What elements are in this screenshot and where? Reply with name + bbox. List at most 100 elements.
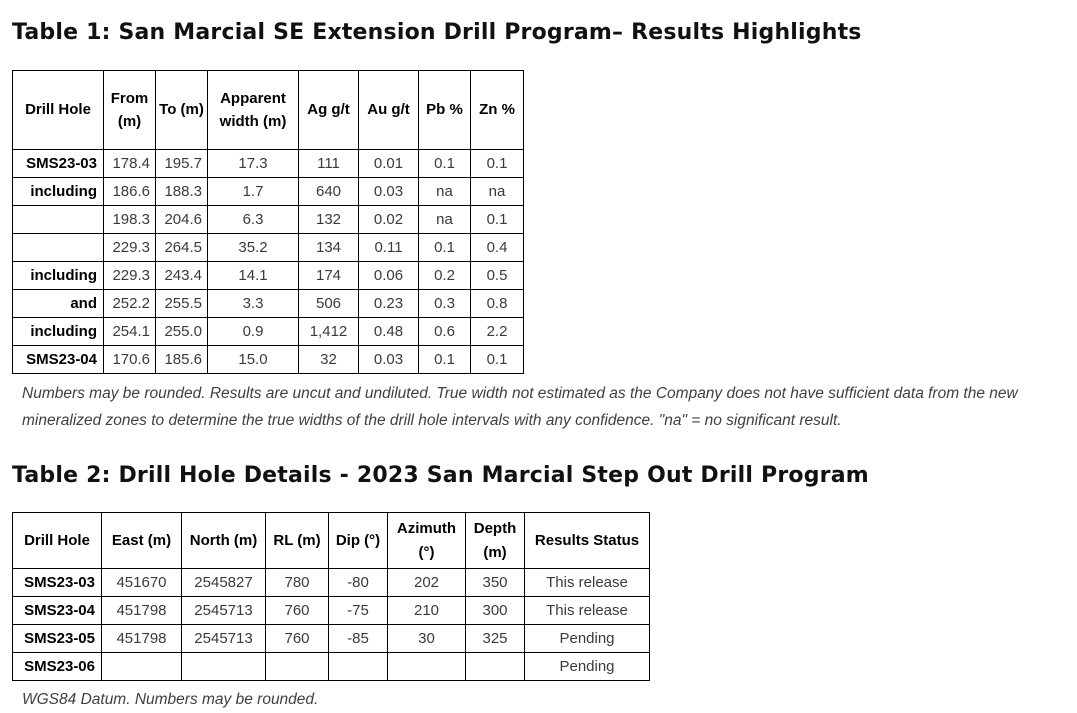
table-cell: 17.3 bbox=[207, 149, 299, 178]
table-cell: 451670 bbox=[101, 567, 182, 597]
table-cell: 35.2 bbox=[207, 233, 299, 262]
table-cell: 0.6 bbox=[418, 317, 471, 346]
column-header-east: East (m) bbox=[101, 512, 182, 569]
column-header-apparent-width: Apparent width (m) bbox=[207, 70, 299, 150]
table-row: including 186.6 188.3 1.7 640 0.03 na na bbox=[12, 177, 524, 206]
table2-title: Table 2: Drill Hole Details - 2023 San M… bbox=[12, 463, 869, 489]
table-cell: 451798 bbox=[101, 623, 182, 653]
table-cell: -85 bbox=[328, 623, 388, 653]
table1-footnote: Numbers may be rounded. Results are uncu… bbox=[22, 385, 1018, 429]
table-cell: 760 bbox=[265, 623, 329, 653]
table-cell: 0.1 bbox=[418, 233, 471, 262]
table-cell: 0.3 bbox=[418, 289, 471, 318]
column-header-drill-hole: Drill Hole bbox=[12, 512, 102, 569]
table-cell: 1,412 bbox=[298, 317, 359, 346]
table-cell: 2545713 bbox=[181, 623, 266, 653]
table-cell: 210 bbox=[387, 595, 466, 625]
table-cell: 252.2 bbox=[103, 289, 156, 318]
table-cell: SMS23-06 bbox=[12, 651, 102, 681]
table-cell: 243.4 bbox=[155, 261, 208, 290]
table-row: 229.3 264.5 35.2 134 0.11 0.1 0.4 bbox=[12, 233, 524, 262]
table2-header-row: Drill Hole East (m) North (m) RL (m) Dip… bbox=[12, 512, 650, 569]
table-cell: 15.0 bbox=[207, 345, 299, 374]
table-cell: 0.1 bbox=[470, 205, 524, 234]
column-header-pb: Pb % bbox=[418, 70, 471, 150]
table-cell: 0.9 bbox=[207, 317, 299, 346]
table-cell bbox=[101, 651, 182, 681]
column-header-azimuth: Azimuth (°) bbox=[387, 512, 466, 569]
table-cell bbox=[465, 651, 525, 681]
table-cell: 0.2 bbox=[418, 261, 471, 290]
table-cell: 186.6 bbox=[103, 177, 156, 206]
table-cell bbox=[181, 651, 266, 681]
table-cell: 32 bbox=[298, 345, 359, 374]
table-row: SMS23-03 451670 2545827 780 -80 202 350 This re… bbox=[12, 567, 650, 597]
table-cell: 134 bbox=[298, 233, 359, 262]
results-highlights-table: Drill Hole From (m) To (m) Apparent widt… bbox=[12, 70, 524, 374]
table-cell: SMS23-03 bbox=[12, 149, 104, 178]
table-cell: 640 bbox=[298, 177, 359, 206]
table-cell: SMS23-05 bbox=[12, 623, 102, 653]
table-cell: -75 bbox=[328, 595, 388, 625]
table-cell: 325 bbox=[465, 623, 525, 653]
column-header-to: To (m) bbox=[155, 70, 208, 150]
column-header-dip: Dip (°) bbox=[328, 512, 388, 569]
table-cell: 2545713 bbox=[181, 595, 266, 625]
table-cell: na bbox=[470, 177, 524, 206]
table-cell: 0.1 bbox=[418, 149, 471, 178]
table-cell: na bbox=[418, 177, 471, 206]
table-cell: 254.1 bbox=[103, 317, 156, 346]
column-header-from: From (m) bbox=[103, 70, 156, 150]
table-cell: 506 bbox=[298, 289, 359, 318]
table-cell: 264.5 bbox=[155, 233, 208, 262]
drill-hole-details-table: Drill Hole East (m) North (m) RL (m) Dip… bbox=[12, 512, 650, 681]
table-cell: 0.11 bbox=[358, 233, 419, 262]
table-cell: 202 bbox=[387, 567, 466, 597]
table-cell: including bbox=[12, 261, 104, 290]
table-cell: including bbox=[12, 317, 104, 346]
table-cell: This release bbox=[524, 567, 650, 597]
table-cell: 0.03 bbox=[358, 177, 419, 206]
table-row: SMS23-04 451798 2545713 760 -75 210 300 This re… bbox=[12, 595, 650, 625]
table-cell bbox=[328, 651, 388, 681]
table-cell: 0.8 bbox=[470, 289, 524, 318]
table-row: including 229.3 243.4 14.1 174 0.06 0.2 0.5 bbox=[12, 261, 524, 290]
table-row: and 252.2 255.5 3.3 506 0.23 0.3 0.8 bbox=[12, 289, 524, 318]
column-header-north: North (m) bbox=[181, 512, 266, 569]
table-cell bbox=[12, 233, 104, 262]
table-row: including 254.1 255.0 0.9 1,412 0.48 0.6 2.2 bbox=[12, 317, 524, 346]
table-cell: 0.02 bbox=[358, 205, 419, 234]
table2-body: SMS23-03 451670 2545827 780 -80 202 350 This re… bbox=[12, 567, 650, 681]
table-cell: This release bbox=[524, 595, 650, 625]
table-cell: 0.03 bbox=[358, 345, 419, 374]
table-cell: Pending bbox=[524, 623, 650, 653]
table-cell: 0.06 bbox=[358, 261, 419, 290]
table-cell: 195.7 bbox=[155, 149, 208, 178]
table-cell: 1.7 bbox=[207, 177, 299, 206]
table-cell: 188.3 bbox=[155, 177, 208, 206]
table-cell: 300 bbox=[465, 595, 525, 625]
table-cell: 111 bbox=[298, 149, 359, 178]
table-cell: -80 bbox=[328, 567, 388, 597]
table-cell: 760 bbox=[265, 595, 329, 625]
table-cell: 229.3 bbox=[103, 233, 156, 262]
table2-footnote: WGS84 Datum. Numbers may be rounded. bbox=[22, 690, 319, 708]
table-cell: 170.6 bbox=[103, 345, 156, 374]
table-cell: 185.6 bbox=[155, 345, 208, 374]
table-cell: 2545827 bbox=[181, 567, 266, 597]
column-header-rl: RL (m) bbox=[265, 512, 329, 569]
table1-title: Table 1: San Marcial SE Extension Drill … bbox=[12, 20, 862, 45]
table1-body: SMS23-03 178.4 195.7 17.3 111 0.01 0.1 0.1 inclu… bbox=[12, 149, 524, 374]
table-cell: 350 bbox=[465, 567, 525, 597]
column-header-ag: Ag g/t bbox=[298, 70, 359, 150]
table-cell: 6.3 bbox=[207, 205, 299, 234]
table-cell: 0.5 bbox=[470, 261, 524, 290]
table-cell: including bbox=[12, 177, 104, 206]
table-row: 198.3 204.6 6.3 132 0.02 na 0.1 bbox=[12, 205, 524, 234]
table-cell: 0.23 bbox=[358, 289, 419, 318]
table-cell: 451798 bbox=[101, 595, 182, 625]
table-cell: 174 bbox=[298, 261, 359, 290]
table-cell: 255.5 bbox=[155, 289, 208, 318]
table-cell: 0.48 bbox=[358, 317, 419, 346]
table-cell bbox=[387, 651, 466, 681]
